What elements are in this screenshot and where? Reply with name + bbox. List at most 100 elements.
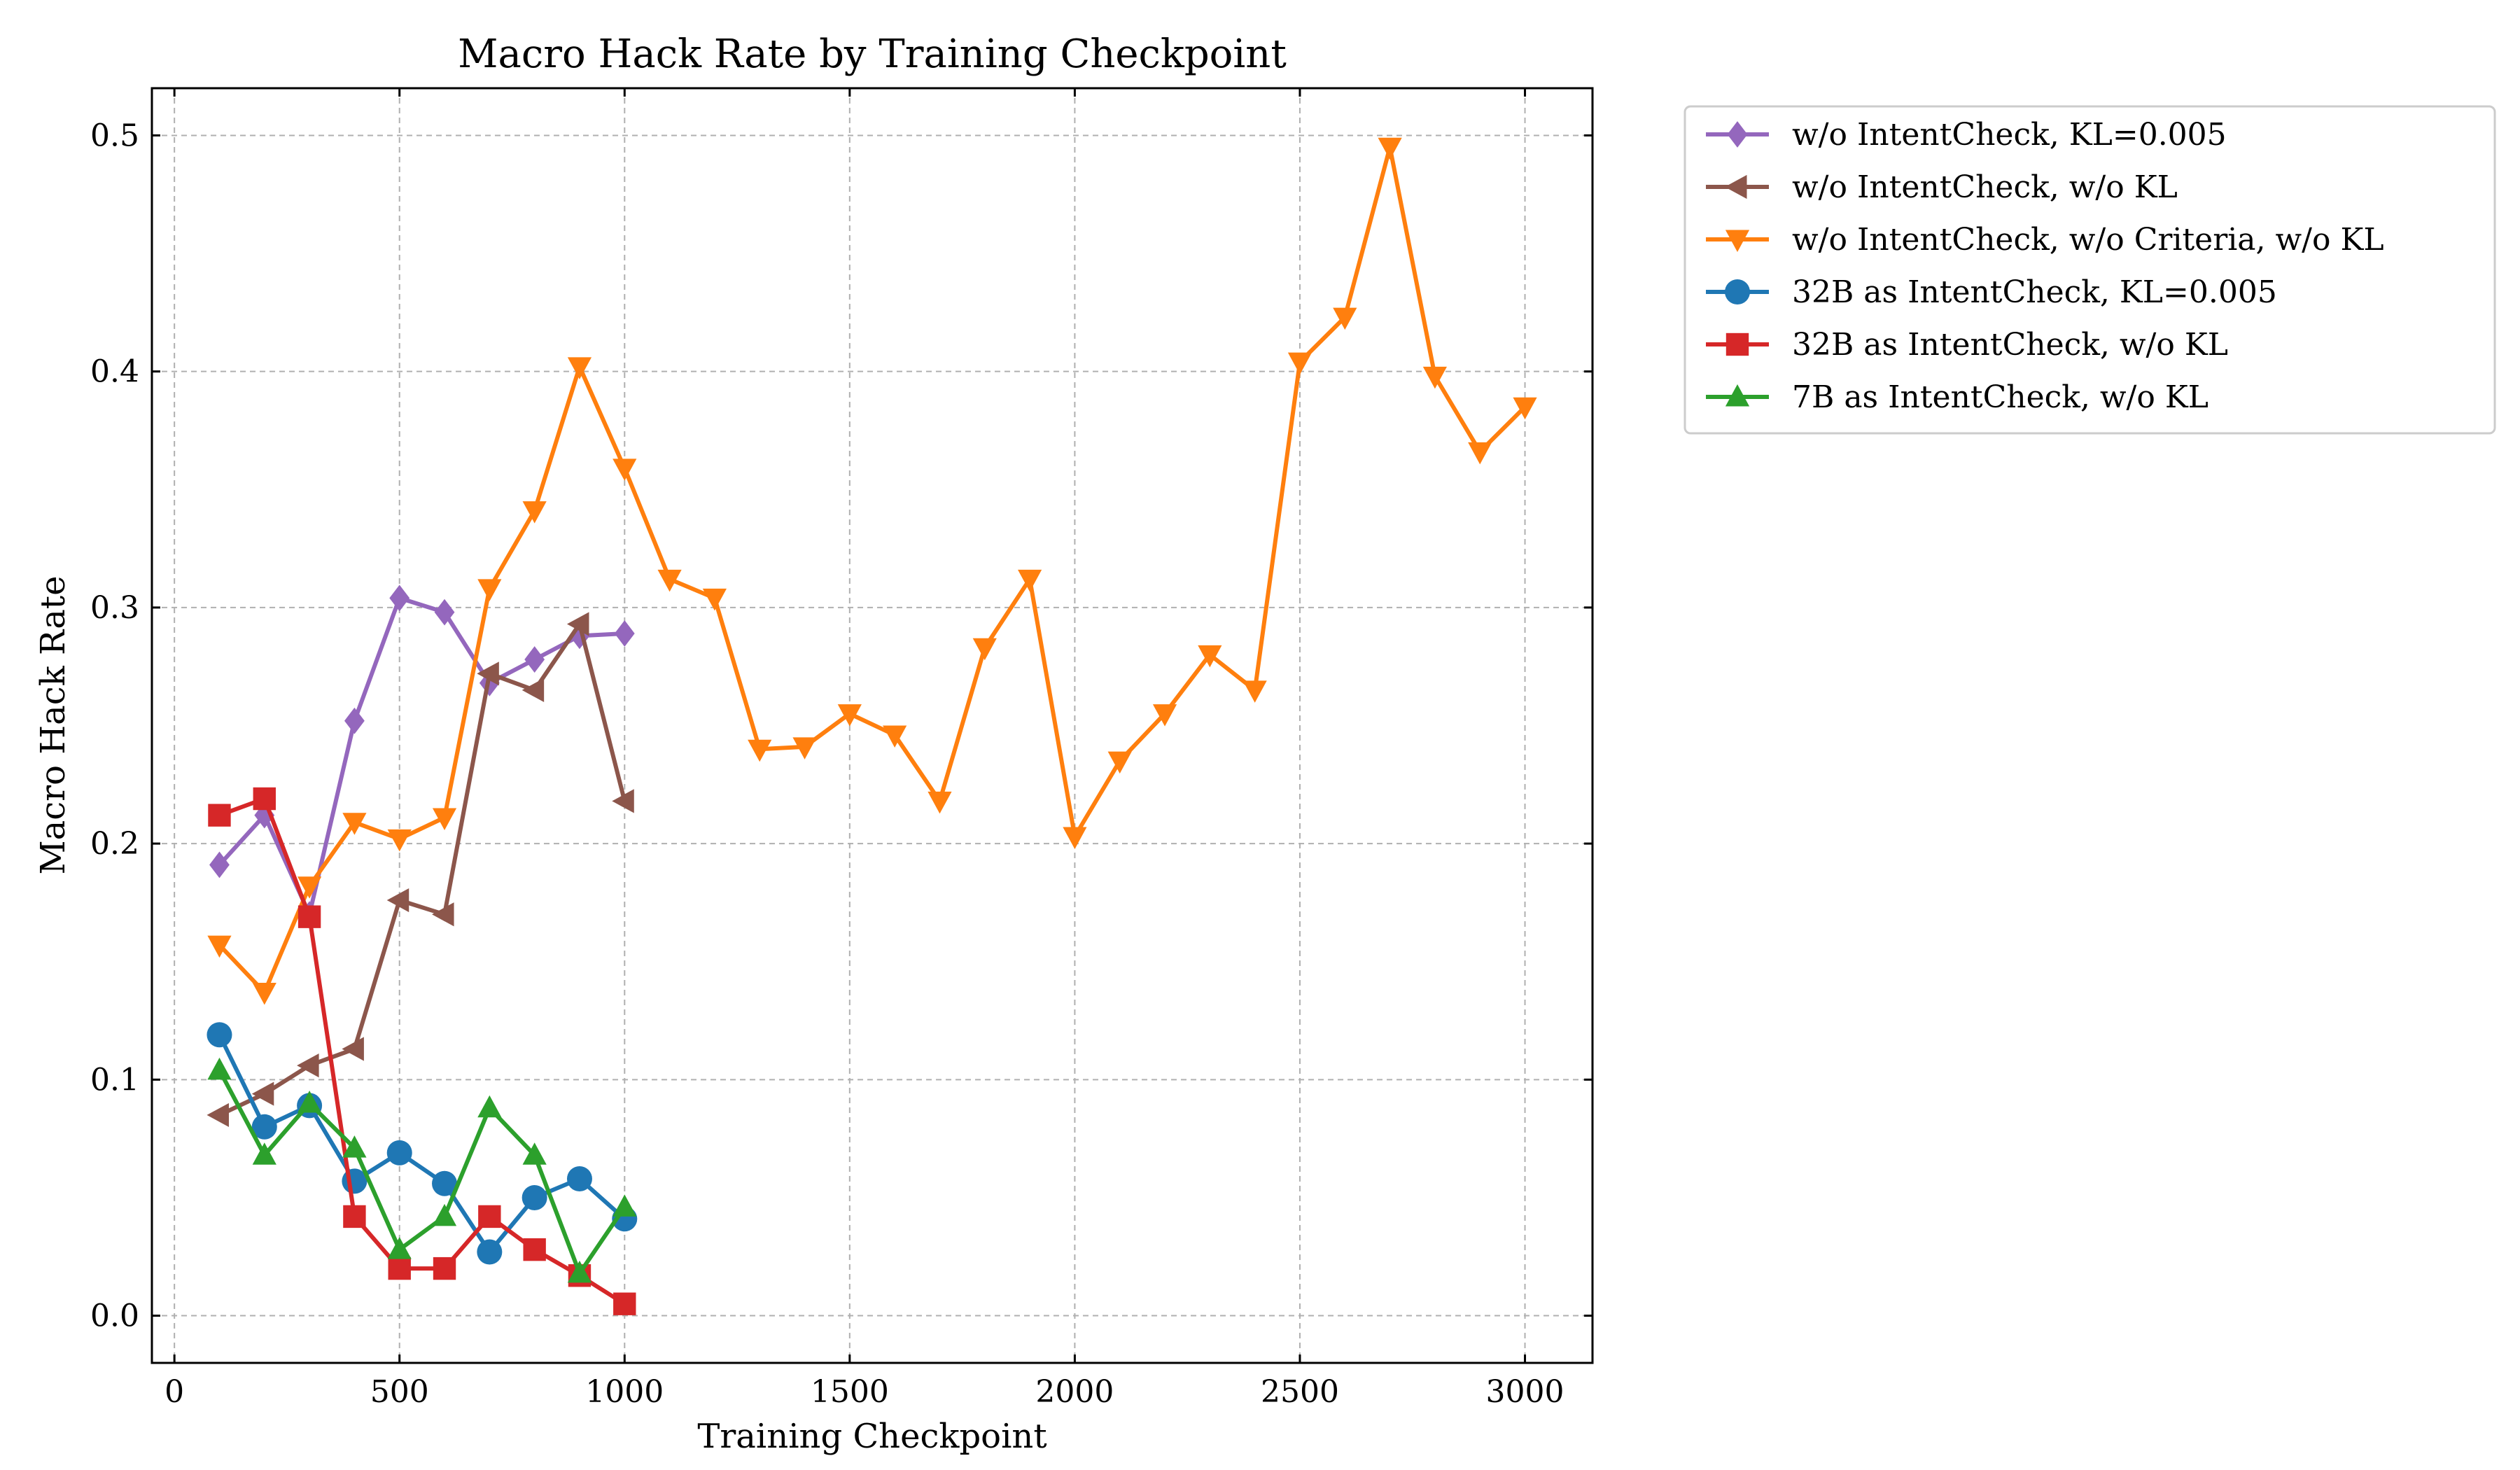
data-point xyxy=(477,579,502,601)
legend-item: w/o IntentCheck, w/o KL xyxy=(1706,169,2178,205)
data-point xyxy=(702,588,727,611)
data-point xyxy=(1333,307,1357,330)
data-point xyxy=(1152,704,1177,727)
data-point xyxy=(567,357,592,379)
legend-item: w/o IntentCheck, w/o Criteria, w/o KL xyxy=(1706,222,2384,258)
y-axis-title: Macro Hack Rate xyxy=(34,575,73,874)
series-line xyxy=(217,1068,627,1275)
series-line xyxy=(217,622,627,1117)
data-point xyxy=(344,707,365,734)
data-point xyxy=(522,1184,547,1210)
x-tick-label: 2500 xyxy=(1261,1374,1339,1410)
legend-marker xyxy=(1725,384,1750,407)
data-point xyxy=(566,612,589,636)
grid-lines xyxy=(152,88,1592,1363)
legend-box xyxy=(1684,105,2496,435)
y-tick-label: 0.4 xyxy=(90,354,139,390)
legend-marker xyxy=(1725,174,1747,200)
legend-label: 32B as IntentCheck, KL=0.005 xyxy=(1792,274,2277,310)
data-point xyxy=(342,813,367,835)
data-point xyxy=(657,569,682,592)
data-point xyxy=(792,737,817,760)
data-point xyxy=(477,1095,502,1118)
data-point xyxy=(748,739,772,762)
data-point xyxy=(297,1054,319,1078)
data-point xyxy=(252,1142,276,1165)
data-point xyxy=(207,935,232,958)
data-point xyxy=(389,584,410,612)
data-point xyxy=(297,876,322,899)
data-point xyxy=(612,1194,637,1217)
data-point xyxy=(386,888,410,913)
data-point xyxy=(387,829,412,852)
data-point xyxy=(433,1256,456,1280)
data-point xyxy=(522,678,545,703)
data-point xyxy=(387,1237,412,1259)
legend-marker xyxy=(1727,121,1748,148)
legend-item: w/o IntentCheck, KL=0.005 xyxy=(1706,117,2227,153)
data-point xyxy=(208,804,231,827)
x-tick-label: 1500 xyxy=(811,1374,889,1410)
data-point xyxy=(432,808,457,831)
data-point xyxy=(1107,751,1132,774)
legend-item: 32B as IntentCheck, KL=0.005 xyxy=(1706,274,2277,310)
data-point xyxy=(927,791,952,814)
x-tick-label: 3000 xyxy=(1486,1374,1564,1410)
data-point xyxy=(254,802,275,829)
data-point xyxy=(522,1142,547,1165)
y-tick-label: 0.0 xyxy=(90,1298,139,1334)
data-point xyxy=(612,458,637,481)
data-point xyxy=(477,1239,503,1265)
data-point xyxy=(883,725,907,748)
legend-marker xyxy=(1726,332,1749,356)
series-3 xyxy=(207,137,1537,1005)
plot-frame xyxy=(150,87,1594,1364)
legend-label: 32B as IntentCheck, w/o KL xyxy=(1792,327,2228,363)
data-point xyxy=(566,1166,592,1191)
y-tick-label: 0.5 xyxy=(90,118,139,153)
data-point xyxy=(477,662,499,686)
data-point xyxy=(1063,827,1087,849)
data-point xyxy=(432,902,454,927)
legend-label: w/o IntentCheck, KL=0.005 xyxy=(1792,117,2227,153)
data-point xyxy=(614,620,635,647)
y-tick-label: 0.1 xyxy=(90,1062,139,1098)
y-tick-label: 0.2 xyxy=(90,826,139,862)
data-point xyxy=(1198,645,1222,668)
data-point xyxy=(342,1135,367,1158)
data-point xyxy=(1513,397,1537,420)
data-point xyxy=(1422,366,1448,389)
series-5 xyxy=(208,787,636,1315)
data-point xyxy=(432,1203,457,1226)
data-point xyxy=(209,851,230,878)
data-point xyxy=(388,1256,411,1280)
series-line xyxy=(217,596,627,917)
legend-label: w/o IntentCheck, w/o KL xyxy=(1792,169,2178,205)
series-line xyxy=(217,1032,627,1254)
data-point xyxy=(523,1238,546,1261)
legend-label: 7B as IntentCheck, w/o KL xyxy=(1792,379,2208,415)
data-point xyxy=(251,1082,274,1106)
data-point xyxy=(206,1022,232,1048)
legend-marker xyxy=(1725,279,1750,304)
data-point xyxy=(1242,680,1267,703)
data-point xyxy=(478,1205,501,1228)
series-6 xyxy=(207,1057,637,1283)
data-point xyxy=(206,1102,229,1128)
x-tick-label: 500 xyxy=(370,1374,429,1410)
data-point xyxy=(207,1057,232,1080)
data-point xyxy=(522,501,547,524)
data-point xyxy=(253,787,276,811)
data-point xyxy=(297,1091,322,1113)
legend-item: 7B as IntentCheck, w/o KL xyxy=(1706,379,2208,415)
chart-title: Macro Hack Rate by Training Checkpoint xyxy=(458,31,1287,77)
data-point xyxy=(342,1037,364,1061)
series-1 xyxy=(209,584,635,928)
data-point xyxy=(343,1205,366,1228)
data-point xyxy=(434,598,455,626)
legend-marker xyxy=(1725,230,1750,252)
data-point xyxy=(567,1260,592,1283)
legend: w/o IntentCheck, KL=0.005 w/o IntentCheck… xyxy=(1684,105,2496,435)
data-point xyxy=(972,638,997,661)
